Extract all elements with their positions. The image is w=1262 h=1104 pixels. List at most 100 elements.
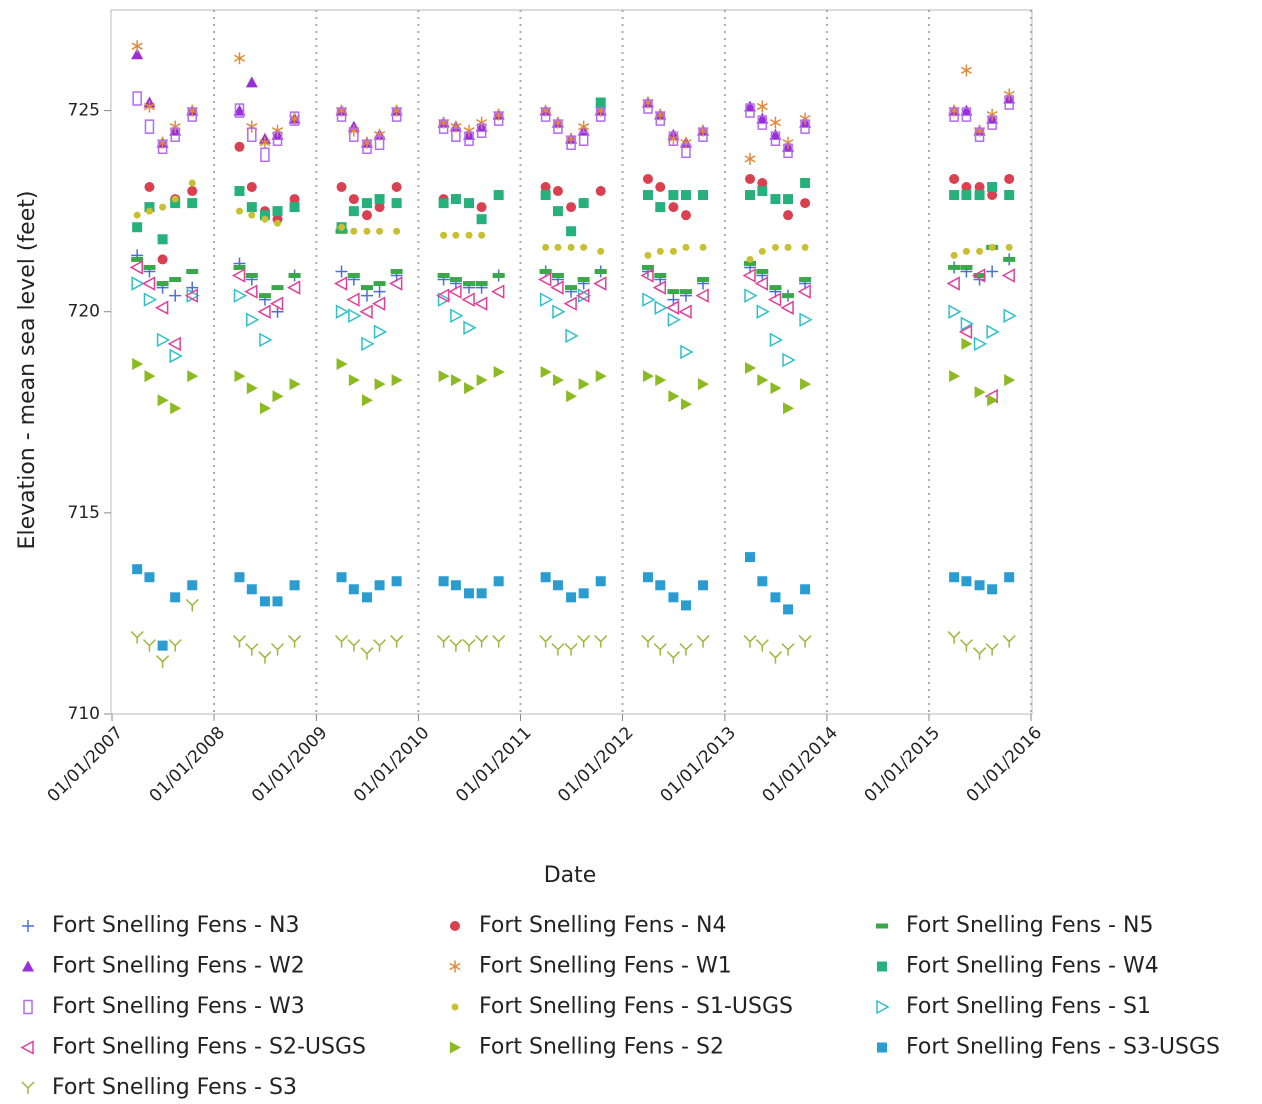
data-point bbox=[987, 584, 998, 595]
data-point bbox=[348, 206, 359, 217]
data-point bbox=[668, 190, 679, 201]
data-point bbox=[540, 190, 551, 201]
data-point bbox=[475, 281, 488, 287]
data-point bbox=[493, 366, 505, 379]
data-point bbox=[170, 592, 181, 603]
data-point bbox=[565, 328, 579, 344]
data-point bbox=[985, 643, 999, 656]
data-point bbox=[478, 231, 486, 239]
data-point bbox=[554, 243, 562, 251]
data-point bbox=[245, 76, 258, 88]
data-point bbox=[948, 264, 961, 270]
data-point bbox=[376, 227, 384, 235]
data-point bbox=[655, 182, 666, 193]
data-point bbox=[185, 598, 199, 612]
data-point bbox=[1005, 243, 1013, 251]
data-point bbox=[371, 296, 386, 311]
data-point bbox=[373, 285, 386, 298]
data-point bbox=[289, 202, 300, 213]
data-point bbox=[669, 247, 677, 255]
data-point bbox=[131, 40, 143, 53]
y-tick-label: 725 bbox=[68, 101, 100, 121]
data-point bbox=[745, 173, 756, 184]
data-point bbox=[782, 293, 795, 299]
data-point bbox=[347, 639, 361, 652]
data-point bbox=[259, 210, 270, 221]
data-point bbox=[653, 643, 667, 656]
data-point bbox=[156, 332, 171, 348]
data-point bbox=[336, 182, 347, 193]
data-point bbox=[142, 639, 156, 652]
data-point bbox=[438, 198, 449, 209]
data-point bbox=[187, 186, 198, 197]
data-point bbox=[642, 173, 653, 184]
data-point bbox=[698, 190, 709, 201]
data-point bbox=[248, 211, 256, 219]
data-point bbox=[757, 115, 768, 130]
data-point bbox=[656, 247, 664, 255]
data-point bbox=[564, 643, 578, 656]
data-point bbox=[159, 203, 167, 211]
data-point bbox=[771, 243, 779, 251]
data-point bbox=[257, 304, 271, 319]
data-point bbox=[272, 131, 283, 146]
x-axis-label: Date bbox=[544, 863, 597, 888]
data-point bbox=[578, 131, 589, 146]
data-point bbox=[757, 186, 768, 197]
data-point bbox=[655, 374, 667, 387]
data-point bbox=[946, 276, 960, 291]
data-point bbox=[553, 119, 563, 134]
data-point bbox=[1001, 268, 1015, 283]
data-point bbox=[493, 190, 504, 201]
data-point bbox=[695, 288, 709, 303]
data-point bbox=[971, 268, 986, 283]
data-point bbox=[246, 202, 257, 213]
data-point bbox=[476, 374, 488, 387]
legend-marker bbox=[876, 999, 890, 1015]
data-point bbox=[374, 378, 386, 391]
data-point bbox=[578, 198, 589, 209]
legend-marker bbox=[876, 923, 888, 929]
data-point bbox=[960, 264, 973, 270]
data-point bbox=[540, 107, 551, 122]
x-tick-label: 01/01/2009 bbox=[248, 723, 331, 806]
data-point bbox=[797, 284, 811, 299]
data-point bbox=[289, 194, 300, 205]
data-point bbox=[566, 202, 577, 213]
data-point bbox=[757, 576, 768, 587]
x-tick-label: 01/01/2011 bbox=[452, 723, 535, 806]
data-point bbox=[391, 374, 403, 387]
data-point bbox=[259, 332, 273, 348]
data-point bbox=[167, 336, 181, 352]
data-point bbox=[655, 202, 666, 213]
data-point bbox=[233, 264, 246, 270]
data-point bbox=[781, 643, 795, 656]
data-point bbox=[769, 332, 784, 348]
data-point bbox=[144, 202, 155, 213]
data-point bbox=[769, 116, 782, 129]
data-point bbox=[187, 580, 198, 591]
data-point bbox=[974, 127, 985, 142]
data-point bbox=[783, 194, 794, 205]
data-point bbox=[451, 127, 461, 142]
data-point bbox=[756, 304, 770, 319]
data-point bbox=[247, 127, 257, 142]
data-point bbox=[597, 247, 605, 255]
data-point bbox=[679, 289, 692, 295]
data-point bbox=[450, 374, 462, 387]
data-point bbox=[289, 111, 300, 126]
data-point bbox=[745, 552, 756, 563]
data-point bbox=[246, 312, 260, 328]
data-point bbox=[987, 190, 998, 201]
data-point bbox=[756, 112, 769, 124]
data-point bbox=[476, 123, 487, 138]
data-point bbox=[448, 284, 462, 299]
data-point bbox=[756, 268, 769, 274]
data-point bbox=[389, 276, 403, 291]
data-point bbox=[234, 572, 245, 583]
data-point bbox=[168, 639, 182, 652]
data-point bbox=[336, 107, 347, 122]
data-point bbox=[757, 374, 769, 387]
data-point bbox=[269, 296, 284, 311]
